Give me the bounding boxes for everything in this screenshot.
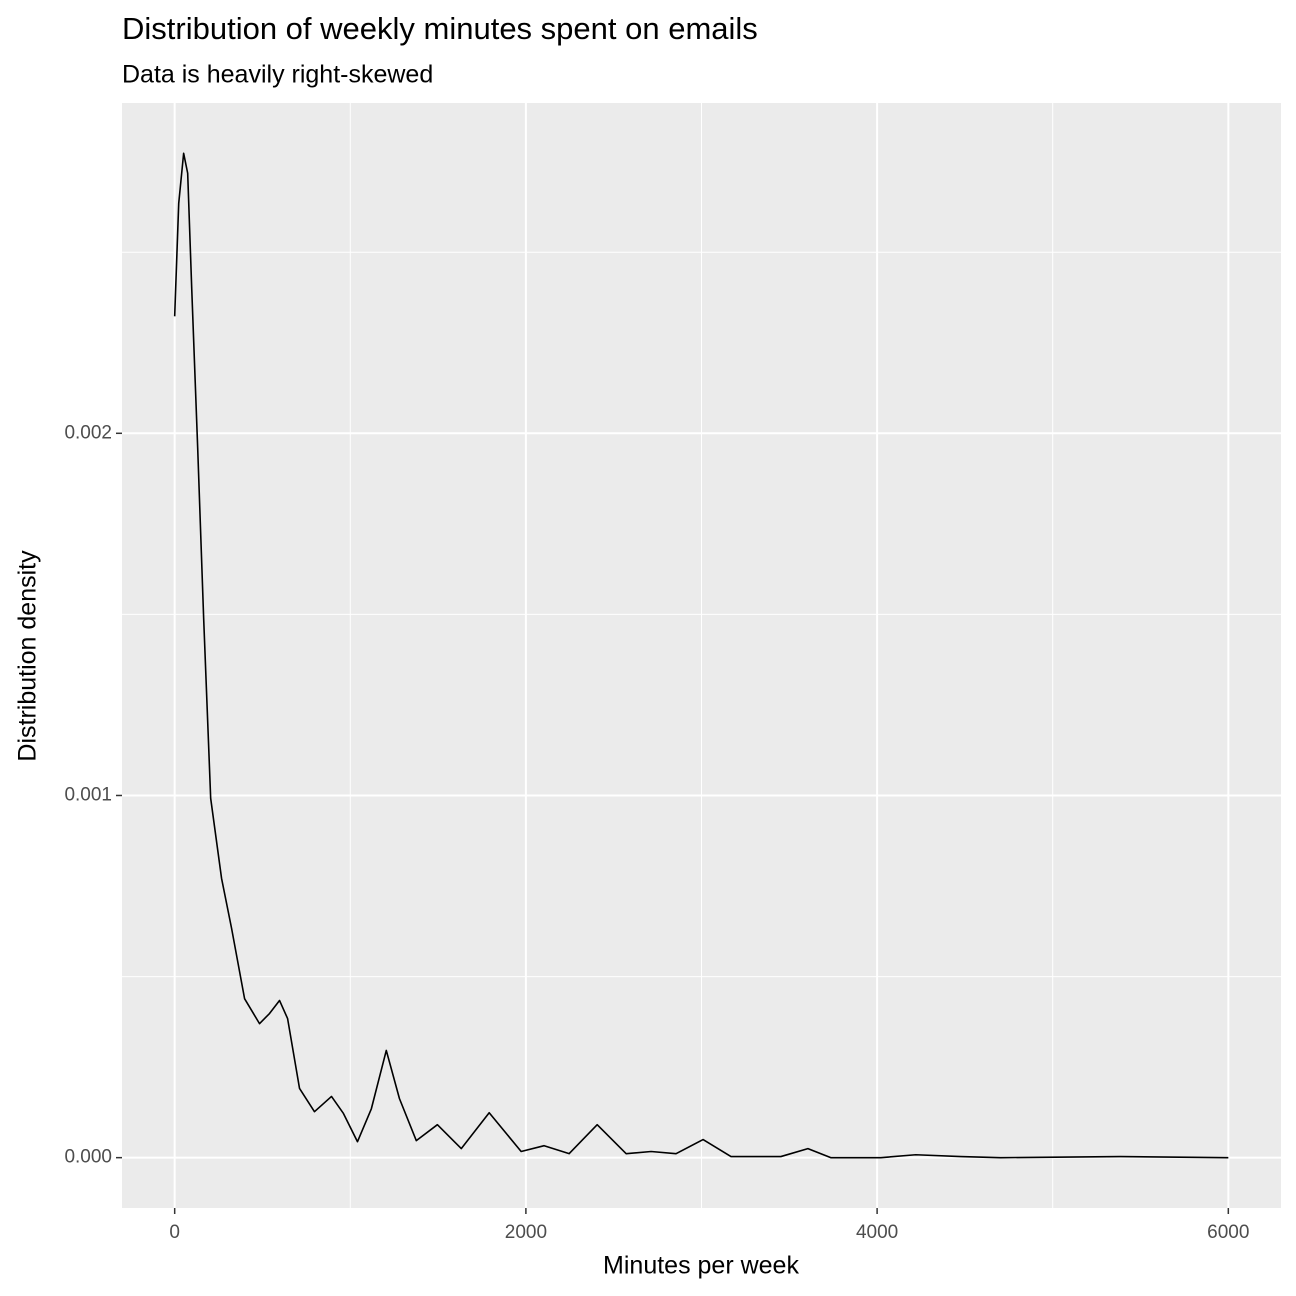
density-line [173,152,1229,1159]
chart-title: Distribution of weekly minutes spent on … [122,11,758,46]
y-axis-title: Distribution density [14,550,42,762]
chart-subtitle: Data is heavily right-skewed [122,61,433,89]
x-tick-label: 4000 [856,1222,898,1243]
x-tick-label: 0 [169,1222,180,1243]
y-tick-label: 0.001 [64,784,112,805]
x-tick-label: 2000 [505,1222,547,1243]
y-tick-label: 0.000 [64,1147,112,1168]
x-axis-title: Minutes per week [603,1252,799,1280]
x-tick-label: 6000 [1207,1222,1249,1243]
y-tick-label: 0.002 [64,422,112,443]
